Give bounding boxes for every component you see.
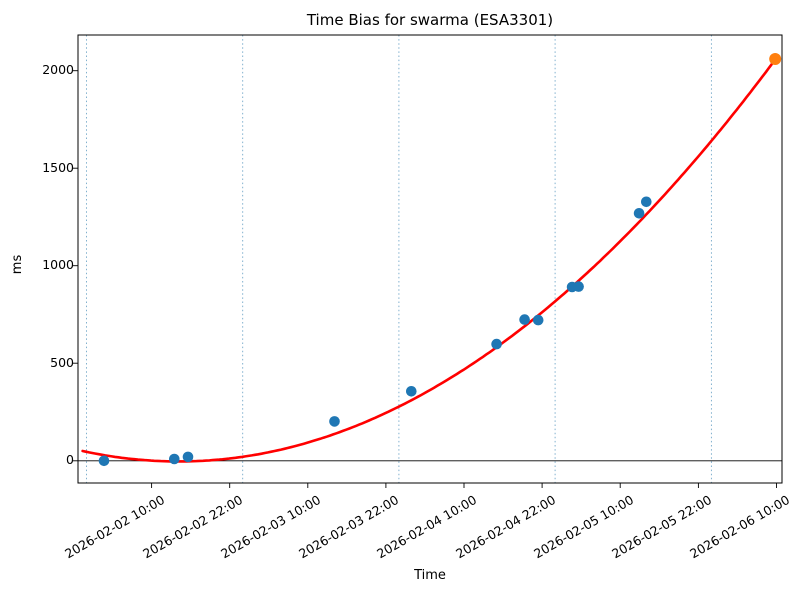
y-tick-label: 500 (50, 354, 74, 370)
data-point (329, 416, 340, 427)
y-tick-label: 0 (66, 452, 74, 468)
data-point (406, 386, 417, 397)
data-point (169, 453, 180, 465)
y-axis-label: ms (10, 254, 26, 275)
chart-title: Time Bias for swarma (ESA3301) (306, 11, 554, 29)
data-point (182, 451, 194, 463)
data-point (532, 314, 544, 326)
y-tick-label: 2000 (42, 62, 74, 78)
predicted-point (769, 53, 782, 65)
data-point (633, 208, 645, 219)
data-point (491, 338, 502, 350)
y-tick-label: 1500 (42, 159, 74, 175)
data-point (641, 196, 652, 208)
y-tick-label: 1000 (42, 257, 74, 273)
data-point (519, 314, 530, 325)
fit-line (81, 58, 777, 463)
x-axis-label: Time (414, 568, 446, 583)
plot-border (77, 34, 783, 484)
data-point (98, 455, 110, 467)
data-point (573, 281, 584, 292)
